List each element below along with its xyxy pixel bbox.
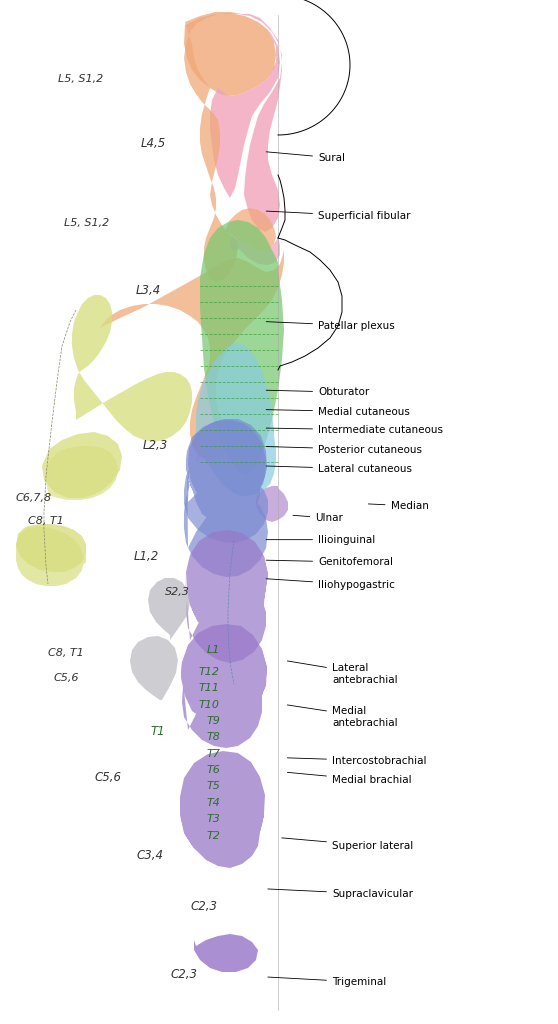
Text: C6,7,8: C6,7,8 (16, 493, 51, 503)
Text: L1: L1 (206, 645, 220, 655)
Text: T2: T2 (206, 830, 220, 841)
Text: T3: T3 (206, 814, 220, 824)
Text: Supraclavicular: Supraclavicular (268, 889, 413, 899)
Polygon shape (46, 446, 118, 500)
Text: T6: T6 (206, 765, 220, 775)
Text: Intermediate cutaneous: Intermediate cutaneous (266, 425, 443, 435)
Polygon shape (194, 934, 258, 972)
Polygon shape (184, 420, 268, 577)
Text: Intercostobrachial: Intercostobrachial (287, 756, 426, 766)
Text: L3,4: L3,4 (135, 285, 161, 297)
Text: Patellar plexus: Patellar plexus (266, 321, 395, 331)
Text: Medial
antebrachial: Medial antebrachial (287, 705, 398, 728)
Text: Iliohypogastric: Iliohypogastric (266, 579, 395, 590)
Text: C2,3: C2,3 (171, 969, 198, 981)
Text: Lateral
antebrachial: Lateral antebrachial (287, 660, 398, 685)
Text: T4: T4 (206, 798, 220, 808)
Polygon shape (180, 751, 265, 868)
Text: Superficial fibular: Superficial fibular (266, 211, 411, 221)
Text: T5: T5 (206, 781, 220, 792)
Text: S2,3: S2,3 (165, 587, 189, 597)
Text: T11: T11 (198, 683, 219, 693)
Polygon shape (72, 295, 192, 442)
Text: Median: Median (368, 501, 429, 511)
Polygon shape (16, 524, 86, 572)
Text: C5,6: C5,6 (94, 771, 121, 783)
Text: T1: T1 (151, 725, 165, 737)
Polygon shape (184, 13, 276, 96)
Text: L2,3: L2,3 (142, 439, 168, 452)
Text: Sural: Sural (266, 152, 345, 163)
Text: Medial brachial: Medial brachial (287, 772, 412, 785)
Text: Trigeminal: Trigeminal (268, 977, 386, 987)
Text: Lateral cutaneous: Lateral cutaneous (266, 464, 412, 474)
Polygon shape (130, 636, 178, 700)
Text: Genitofemoral: Genitofemoral (266, 557, 393, 567)
Text: Ulnar: Ulnar (293, 513, 343, 523)
Polygon shape (226, 208, 276, 252)
Polygon shape (184, 12, 242, 282)
Text: T12: T12 (198, 667, 219, 677)
Text: T9: T9 (206, 716, 220, 726)
Text: T8: T8 (206, 732, 220, 742)
Polygon shape (148, 578, 190, 640)
Polygon shape (185, 530, 268, 663)
Polygon shape (100, 250, 284, 460)
Text: T7: T7 (206, 749, 220, 759)
Text: Ilioinguinal: Ilioinguinal (266, 535, 376, 545)
Polygon shape (181, 624, 267, 748)
Text: Obturator: Obturator (266, 387, 369, 397)
Polygon shape (16, 526, 86, 586)
Polygon shape (238, 14, 282, 232)
Text: Medial cutaneous: Medial cutaneous (266, 407, 410, 417)
Text: Posterior cutaneous: Posterior cutaneous (266, 444, 422, 455)
Polygon shape (210, 14, 280, 198)
Text: L5, S1,2: L5, S1,2 (64, 218, 109, 228)
Text: L1,2: L1,2 (133, 550, 159, 562)
Text: L5, S1,2: L5, S1,2 (58, 74, 104, 84)
Polygon shape (200, 220, 284, 476)
Text: C5,6: C5,6 (53, 673, 79, 683)
Text: C8, T1: C8, T1 (48, 648, 84, 658)
Text: C8, T1: C8, T1 (28, 516, 64, 526)
Text: C3,4: C3,4 (136, 849, 163, 861)
Polygon shape (256, 486, 288, 522)
Polygon shape (42, 432, 122, 498)
Polygon shape (230, 236, 280, 265)
Text: L4,5: L4,5 (141, 137, 166, 150)
Polygon shape (196, 343, 276, 496)
Text: Superior lateral: Superior lateral (282, 838, 413, 851)
Text: C2,3: C2,3 (190, 900, 217, 912)
Polygon shape (184, 419, 268, 543)
Text: T10: T10 (198, 699, 219, 710)
